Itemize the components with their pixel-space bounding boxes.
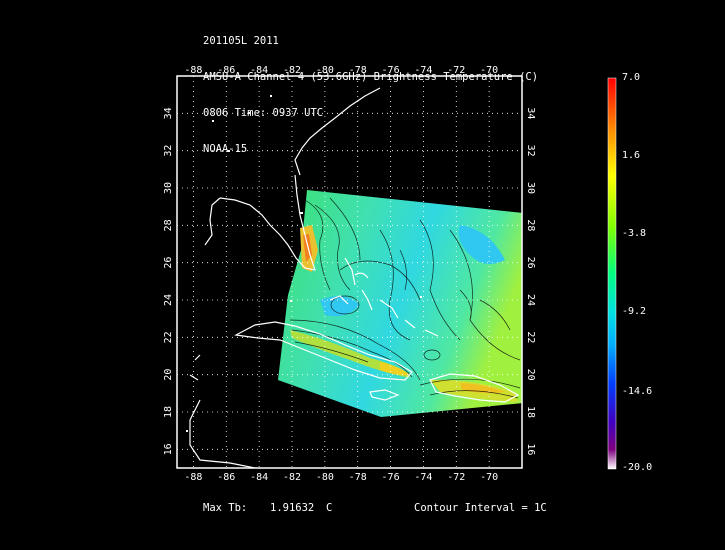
coast-yucatan bbox=[189, 399, 256, 468]
tick-label-lon-top: -74 bbox=[414, 65, 432, 76]
max-tb-value: 1.91632 bbox=[270, 502, 315, 514]
tick-label-lon-bottom: -74 bbox=[414, 472, 432, 483]
tick-label-lat-left: 32 bbox=[163, 145, 174, 157]
max-tb-unit: C bbox=[326, 502, 333, 514]
tick-label-lat-right: 24 bbox=[525, 294, 536, 306]
tick-label-lat-left: 30 bbox=[163, 182, 174, 194]
tick-label-lat-left: 18 bbox=[163, 406, 174, 418]
tick-label-lon-top: -76 bbox=[382, 65, 400, 76]
tick-label-lat-right: 34 bbox=[525, 107, 536, 119]
tick-label-lon-bottom: -88 bbox=[184, 472, 202, 483]
tick-label-lon-top: -78 bbox=[349, 65, 367, 76]
graticule bbox=[177, 76, 522, 468]
tick-label-lon-top: -72 bbox=[447, 65, 465, 76]
tick-label-lon-bottom: -86 bbox=[217, 472, 235, 483]
tick-label-lon-top: -84 bbox=[250, 65, 268, 76]
tick-label-lon-bottom: -78 bbox=[349, 472, 367, 483]
tick-label-lon-bottom: -84 bbox=[250, 472, 268, 483]
coast-jamaica bbox=[369, 389, 400, 401]
tick-label-lat-left: 34 bbox=[163, 107, 174, 119]
coast-florida bbox=[219, 174, 316, 271]
contour-lines bbox=[289, 197, 521, 399]
tick-label-lon-bottom: -82 bbox=[283, 472, 301, 483]
tick-label-lat-left: 16 bbox=[163, 443, 174, 455]
tick-label-lat-right: 32 bbox=[525, 145, 536, 157]
tick-label-lon-top: -88 bbox=[184, 65, 202, 76]
plot-frame bbox=[176, 75, 523, 469]
tick-label-lon-top: -82 bbox=[283, 65, 301, 76]
coast-cuba bbox=[234, 321, 413, 381]
title-time: 0806 Time: 0937 UTC bbox=[203, 107, 324, 119]
coast-us-east bbox=[294, 87, 381, 176]
tick-label-lat-right: 22 bbox=[525, 331, 536, 343]
map-title: 201105L 2011 AMSU-A Channel 4 (53.6GHz) … bbox=[203, 11, 538, 167]
tick-label-lat-left: 22 bbox=[163, 331, 174, 343]
colorbar-label: 1.6 bbox=[622, 150, 641, 161]
colorbar-label: -3.8 bbox=[622, 228, 647, 239]
tick-label-lat-left: 20 bbox=[163, 369, 174, 381]
tick-label-lat-right: 28 bbox=[525, 219, 536, 231]
tick-label-lat-left: 26 bbox=[163, 257, 174, 269]
contour-interval: Contour Interval = 1C bbox=[414, 502, 547, 514]
colorbar-label: -9.2 bbox=[622, 306, 647, 317]
tick-label-lon-bottom: -70 bbox=[480, 472, 498, 483]
tick-label-lat-right: 20 bbox=[525, 369, 536, 381]
tick-label-lon-bottom: -76 bbox=[382, 472, 400, 483]
tick-label-lon-bottom: -72 bbox=[447, 472, 465, 483]
max-tb-label: Max Tb: bbox=[203, 502, 248, 514]
tick-label-lat-right: 18 bbox=[525, 406, 536, 418]
title-satellite: NOAA-15 bbox=[203, 143, 248, 155]
coastlines bbox=[189, 87, 520, 468]
title-storm-id: 201105L 2011 bbox=[203, 35, 279, 47]
cool-anomaly-bahamas bbox=[320, 296, 360, 317]
tick-label-lat-left: 24 bbox=[163, 294, 174, 306]
colorbar bbox=[607, 77, 617, 470]
tick-label-lat-right: 16 bbox=[525, 443, 536, 455]
coast-gulf bbox=[204, 197, 221, 246]
tick-label-lon-top: -86 bbox=[217, 65, 235, 76]
coast-dots bbox=[186, 95, 422, 432]
tick-label-lon-top: -70 bbox=[480, 65, 498, 76]
colorbar-label-max: 7.0 bbox=[622, 72, 641, 83]
colorbar-label: -14.6 bbox=[622, 386, 653, 397]
tick-label-lon-top: -80 bbox=[316, 65, 334, 76]
tick-label-lat-left: 28 bbox=[163, 219, 174, 231]
colorbar-label-min: -20.0 bbox=[622, 462, 653, 473]
title-product: AMSU-A Channel 4 (53.6GHz) Brightness Te… bbox=[203, 71, 539, 83]
tick-label-lat-right: 30 bbox=[525, 182, 536, 194]
coast-bahamas-1 bbox=[344, 257, 356, 286]
map-area bbox=[186, 87, 522, 468]
tick-label-lat-right: 26 bbox=[525, 257, 536, 269]
tick-label-lon-bottom: -80 bbox=[316, 472, 334, 483]
